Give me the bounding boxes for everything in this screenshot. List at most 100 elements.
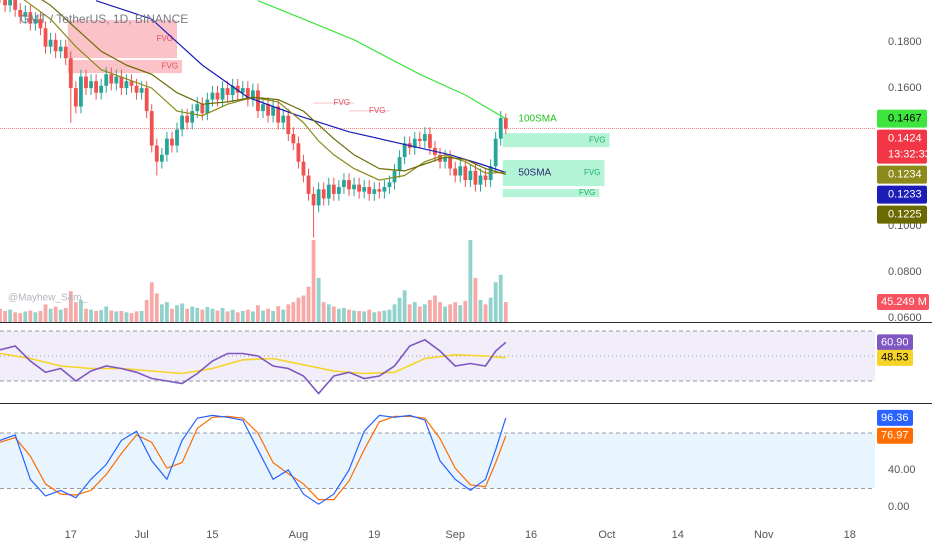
candle-body	[387, 182, 392, 187]
candle-body	[453, 168, 458, 176]
x-tick-label: Nov	[754, 529, 774, 541]
candle-body	[89, 81, 93, 89]
volume-bar	[245, 309, 250, 322]
candle-body	[94, 81, 98, 93]
volume-bar	[94, 310, 98, 322]
volume-bar	[124, 312, 129, 322]
candle-body	[68, 58, 73, 89]
volume-bar	[230, 309, 235, 322]
volume-bar	[18, 313, 23, 322]
price-badge-label: 0.1467	[888, 113, 922, 125]
volume-bar	[261, 310, 265, 322]
volume-bar	[165, 302, 169, 322]
candle-body	[342, 180, 346, 187]
price-badge	[877, 205, 927, 224]
price-badge-label: 0.1424	[888, 133, 922, 145]
volume-bar	[301, 295, 306, 322]
volume-bar	[220, 307, 225, 322]
candle-body	[129, 81, 134, 86]
volume-bar	[296, 297, 301, 322]
candle-body	[503, 117, 508, 129]
volume-bar	[483, 304, 488, 322]
fvg-label: FVG	[369, 106, 385, 115]
candle-body	[58, 46, 63, 52]
price-badge	[877, 165, 927, 184]
volume-bar	[256, 305, 260, 322]
candle-body	[463, 166, 468, 181]
candle-body	[296, 143, 301, 162]
volume-bar	[417, 306, 422, 322]
stoch-tick-label: 40.00	[888, 464, 916, 476]
candle-body	[165, 138, 169, 155]
candle-body	[417, 138, 422, 141]
candle-body	[28, 12, 33, 24]
volume-bar	[503, 302, 508, 322]
volume-bar	[200, 309, 205, 322]
fvg-label: FVG	[334, 98, 350, 107]
candle-body	[104, 74, 109, 86]
volume-bar	[89, 309, 93, 322]
volume-bar	[154, 293, 159, 322]
candle-body	[195, 104, 200, 112]
volume-bar	[473, 277, 478, 322]
price-badge-label: 0.1225	[888, 209, 922, 221]
y-tick-label: 0.1600	[888, 82, 922, 94]
volume-bar	[382, 310, 387, 322]
candle-body	[149, 111, 154, 146]
volume-bar	[463, 300, 468, 322]
candle-body	[402, 143, 407, 158]
candle-body	[210, 92, 215, 100]
candle-body	[33, 19, 38, 24]
volume-bar	[180, 303, 184, 322]
volume-bar	[250, 311, 255, 322]
volume-bar	[38, 310, 43, 322]
volume-bar	[225, 311, 230, 322]
volume-bar	[134, 311, 139, 322]
candle-body	[448, 157, 453, 169]
candle-body	[53, 39, 58, 52]
candle-body	[357, 184, 362, 192]
volume-bar	[139, 310, 144, 322]
volume-bar	[3, 310, 7, 322]
volume-bar	[205, 307, 210, 322]
candle-body	[473, 170, 478, 185]
volume-bar	[240, 310, 245, 322]
volume-bar	[271, 310, 276, 322]
candle-body	[245, 88, 250, 100]
volume-bar	[493, 282, 498, 322]
volume-bar	[159, 304, 164, 322]
candle-body	[382, 186, 387, 192]
x-tick-label: 19	[368, 529, 380, 541]
candle-body	[175, 129, 179, 146]
volume-bar	[362, 311, 367, 322]
volume-bar	[68, 291, 73, 322]
candle-body	[43, 28, 48, 47]
volume-bar	[402, 290, 407, 322]
candle-body	[48, 39, 53, 47]
fvg-zone	[502, 133, 610, 148]
candle-body	[119, 76, 124, 89]
candle-body	[79, 76, 83, 107]
candle-body	[154, 145, 159, 162]
x-tick-label: 15	[206, 529, 218, 541]
moving-average	[257, 0, 507, 120]
candle-body	[99, 85, 104, 93]
candle-body	[372, 189, 377, 194]
volume-bar	[291, 302, 296, 322]
candle-body	[276, 106, 281, 123]
volume-bar	[13, 312, 18, 322]
volume-bar	[210, 308, 215, 322]
volume-bar	[336, 308, 341, 322]
fvg-label: FVG	[589, 135, 605, 144]
volume-bar	[281, 309, 286, 322]
volume-bar	[0, 308, 2, 322]
price-badge-label: 0.1234	[888, 169, 922, 181]
candle-body	[180, 115, 184, 130]
fvg-label: FVG	[157, 34, 173, 43]
candle-body	[134, 85, 139, 93]
annotation: 100SMA	[518, 113, 557, 124]
candle-body	[23, 12, 28, 17]
volume-bar	[33, 312, 38, 322]
